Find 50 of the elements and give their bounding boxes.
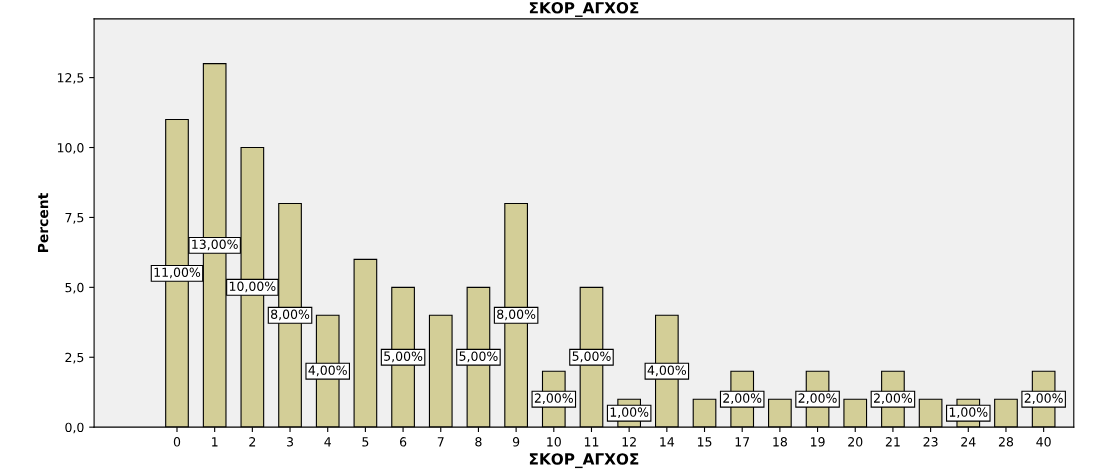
data-label: 8,00%	[271, 309, 310, 321]
y-tick-label: 7,5	[65, 213, 84, 224]
x-tick-label: 8	[475, 437, 482, 447]
data-label: 1,00%	[610, 407, 649, 419]
data-label: 10,00%	[229, 281, 276, 293]
x-tick-label: 23	[923, 437, 938, 447]
y-tick-label: 0,0	[65, 422, 84, 434]
y-tick-label: 12,5	[57, 73, 84, 84]
data-label: 5,00%	[384, 351, 423, 363]
x-tick-label: 2	[249, 437, 256, 447]
data-label: 1,00%	[949, 407, 988, 419]
data-label: 5,00%	[459, 351, 498, 363]
data-label: 2,00%	[873, 393, 913, 405]
y-tick-label: 5,0	[65, 282, 84, 294]
x-tick-label: 12	[622, 437, 636, 447]
x-tick-label: 20	[848, 437, 863, 447]
x-axis-title: ΣΚΟΡ_ΑΓΧΟΣ	[529, 453, 639, 469]
data-label: 2,00%	[723, 393, 762, 405]
x-tick-label: 28	[998, 437, 1014, 447]
y-axis-title: Percent	[37, 193, 49, 253]
x-tick-label: 9	[512, 437, 520, 447]
data-label: 5,00%	[572, 351, 611, 363]
x-tick-label: 5	[362, 437, 369, 447]
data-label: 13,00%	[192, 239, 238, 251]
x-tick-label: 4	[324, 437, 331, 447]
x-tick-label: 14	[660, 437, 675, 447]
x-tick-label: 7	[437, 437, 444, 447]
x-tick-label: 0	[173, 437, 181, 447]
data-label: 4,00%	[308, 365, 347, 377]
x-tick-label: 24	[961, 437, 976, 447]
x-tick-label: 19	[810, 437, 825, 447]
data-label: 8,00%	[497, 309, 536, 321]
x-tick-label: 11	[584, 437, 599, 447]
x-tick-label: 10	[547, 437, 561, 447]
x-tick-label: 17	[735, 437, 750, 447]
data-label: 11,00%	[154, 267, 201, 279]
x-tick-label: 3	[287, 437, 294, 447]
data-label: 2,00%	[1024, 393, 1063, 405]
y-tick-label: 10,0	[57, 142, 84, 154]
x-tick-label: 18	[773, 437, 787, 447]
data-label: 2,00%	[798, 393, 837, 405]
x-tick-label: 1	[212, 437, 218, 447]
x-tick-label: 40	[1036, 437, 1051, 447]
x-tick-label: 21	[885, 437, 900, 447]
x-tick-label: 6	[399, 437, 407, 447]
data-label: 2,00%	[534, 393, 573, 405]
chart-title: ΣΚΟΡ_ΑΓΧΟΣ	[529, 1, 639, 17]
y-tick-label: 2,5	[65, 352, 84, 364]
data-label: 4,00%	[647, 365, 686, 377]
x-tick-label: 15	[697, 437, 712, 447]
